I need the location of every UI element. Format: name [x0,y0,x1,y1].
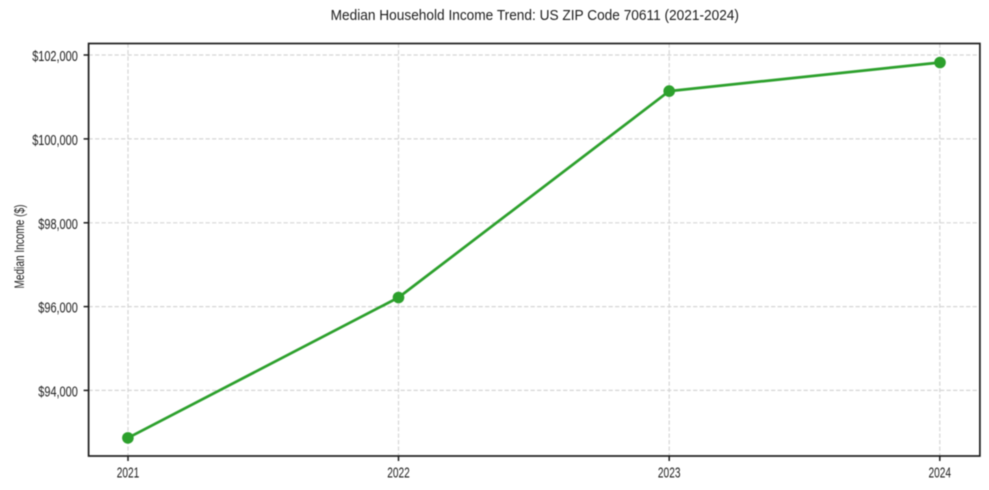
svg-text:2024: 2024 [929,465,952,481]
svg-text:2023: 2023 [658,465,681,481]
svg-text:$100,000: $100,000 [32,131,78,148]
svg-text:2022: 2022 [387,465,410,481]
svg-text:$96,000: $96,000 [38,299,78,316]
svg-text:$94,000: $94,000 [38,383,78,400]
svg-text:$98,000: $98,000 [38,215,78,232]
svg-text:Median Household Income Trend:: Median Household Income Trend: US ZIP Co… [331,8,739,25]
svg-text:2021: 2021 [117,465,140,481]
svg-text:Median Income ($): Median Income ($) [11,205,27,289]
svg-text:$102,000: $102,000 [32,47,78,64]
